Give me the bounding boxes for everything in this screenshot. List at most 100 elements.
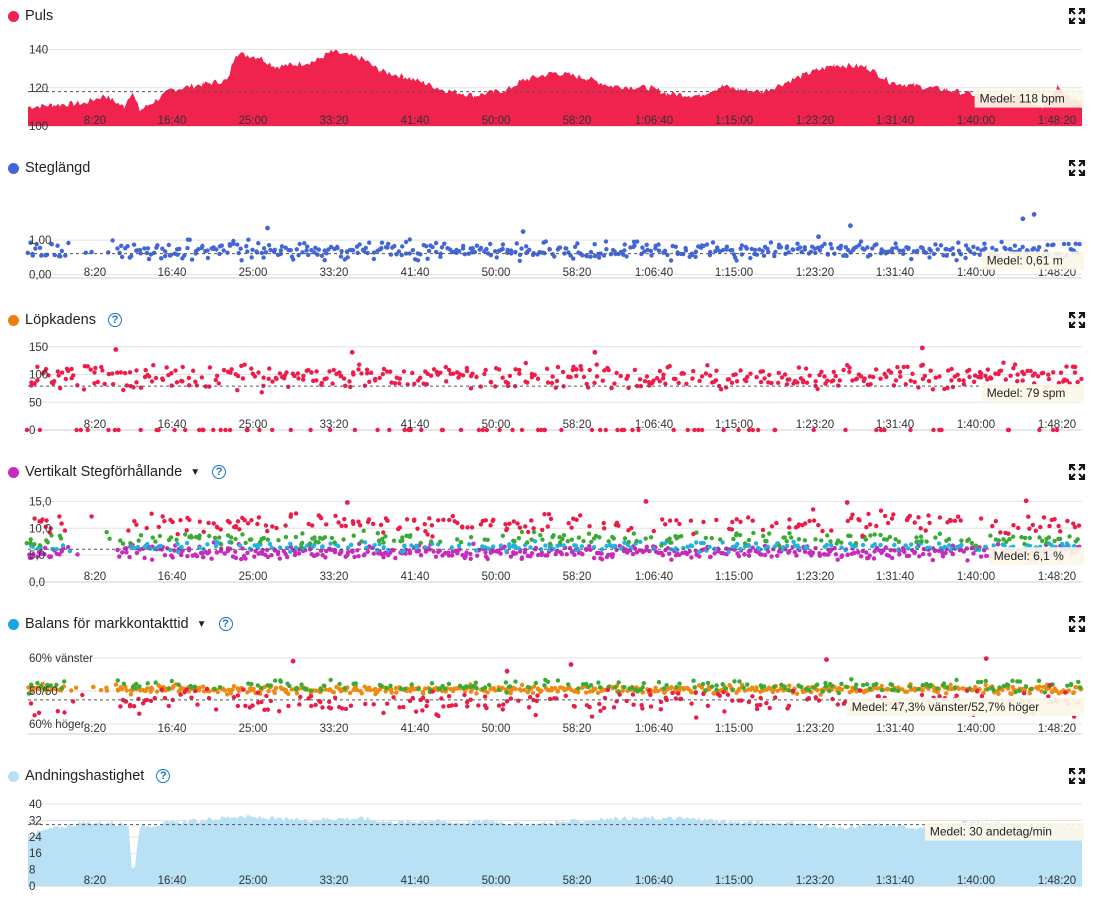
data-point bbox=[508, 248, 514, 253]
help-icon[interactable]: ? bbox=[156, 769, 171, 783]
data-point bbox=[544, 366, 550, 371]
data-point bbox=[137, 684, 142, 689]
data-point bbox=[750, 694, 755, 699]
data-point bbox=[61, 679, 67, 684]
data-point bbox=[159, 687, 165, 692]
data-point bbox=[1020, 216, 1026, 222]
help-icon[interactable]: ? bbox=[218, 617, 233, 631]
data-point bbox=[389, 690, 394, 695]
expand-icon[interactable] bbox=[1069, 312, 1085, 328]
data-point bbox=[935, 686, 940, 691]
cadence-panel: Löpkadens ? 150 100 50 0 8:20 16:40 25:00 33:20… bbox=[0, 304, 1093, 456]
data-point bbox=[127, 702, 133, 708]
data-point bbox=[504, 526, 510, 531]
data-point bbox=[611, 705, 617, 710]
data-point bbox=[408, 427, 413, 433]
data-point bbox=[57, 514, 62, 519]
data-point bbox=[640, 706, 645, 711]
data-point bbox=[324, 251, 329, 256]
x-tick-label: 25:00 bbox=[239, 115, 268, 127]
data-point bbox=[142, 246, 147, 251]
data-point bbox=[381, 540, 386, 545]
data-point bbox=[379, 246, 384, 251]
data-point bbox=[124, 546, 129, 551]
data-point bbox=[480, 427, 485, 433]
data-point bbox=[187, 383, 192, 388]
data-point bbox=[734, 531, 739, 536]
data-point bbox=[507, 521, 512, 526]
data-point bbox=[312, 535, 317, 540]
y-tick-label: 8 bbox=[29, 865, 35, 877]
data-point bbox=[613, 685, 618, 690]
data-point bbox=[233, 549, 238, 554]
data-point bbox=[820, 528, 825, 534]
x-tick-label: 1:06:40 bbox=[635, 723, 673, 735]
data-point bbox=[547, 696, 553, 702]
data-point bbox=[330, 381, 335, 386]
data-point bbox=[462, 692, 467, 698]
expand-icon[interactable] bbox=[1069, 160, 1085, 176]
data-point bbox=[187, 517, 192, 523]
data-point bbox=[300, 540, 305, 546]
data-point bbox=[51, 379, 57, 384]
data-point bbox=[194, 383, 199, 388]
data-point bbox=[866, 511, 871, 517]
data-point bbox=[667, 536, 672, 541]
average-label: Medel: 6,1 % bbox=[994, 549, 1064, 563]
data-point bbox=[66, 240, 71, 246]
data-point bbox=[912, 520, 917, 525]
data-point bbox=[46, 373, 51, 378]
data-point bbox=[955, 514, 961, 519]
data-point bbox=[1051, 242, 1056, 247]
data-point bbox=[676, 380, 681, 386]
data-point bbox=[393, 685, 399, 691]
data-point bbox=[529, 551, 535, 556]
data-point bbox=[767, 372, 772, 378]
dropdown-caret-icon[interactable]: ▼ bbox=[190, 466, 201, 478]
data-point bbox=[221, 367, 227, 373]
x-tick-label: 1:15:00 bbox=[715, 267, 753, 279]
data-point bbox=[150, 686, 155, 691]
data-point bbox=[178, 692, 183, 697]
data-point bbox=[569, 537, 574, 542]
data-point bbox=[115, 547, 120, 553]
expand-icon[interactable] bbox=[1069, 616, 1085, 632]
data-point bbox=[693, 690, 698, 695]
data-point bbox=[85, 427, 90, 433]
data-point bbox=[313, 245, 318, 250]
data-point bbox=[593, 533, 599, 539]
data-point bbox=[901, 251, 906, 256]
data-point bbox=[1006, 683, 1011, 688]
data-point bbox=[233, 555, 239, 561]
data-point bbox=[100, 368, 105, 373]
expand-icon[interactable] bbox=[1069, 768, 1085, 784]
data-point bbox=[286, 703, 291, 709]
data-point bbox=[104, 530, 109, 535]
data-point bbox=[848, 533, 853, 539]
data-point bbox=[998, 368, 1004, 373]
data-point bbox=[657, 368, 663, 374]
data-point bbox=[227, 427, 233, 433]
help-icon[interactable]: ? bbox=[212, 465, 227, 479]
data-point bbox=[697, 554, 702, 559]
data-point bbox=[323, 687, 328, 692]
data-point bbox=[357, 362, 362, 367]
expand-icon[interactable] bbox=[1069, 464, 1085, 480]
help-icon[interactable]: ? bbox=[107, 313, 122, 327]
data-point bbox=[278, 679, 283, 684]
breathing-rate-panel: Andningshastighet ? 40 32 24 16 8 0 8:20 16:40 2… bbox=[0, 760, 1093, 912]
data-point bbox=[145, 541, 150, 547]
data-point bbox=[905, 364, 910, 369]
data-point bbox=[394, 690, 399, 695]
data-point bbox=[696, 427, 701, 433]
dropdown-caret-icon[interactable]: ▼ bbox=[196, 618, 207, 630]
data-point bbox=[145, 246, 151, 251]
data-point bbox=[1038, 524, 1043, 530]
data-point bbox=[93, 365, 98, 371]
data-point bbox=[802, 538, 808, 543]
data-point bbox=[689, 555, 694, 560]
data-point bbox=[561, 533, 567, 538]
data-point bbox=[774, 520, 779, 526]
expand-icon[interactable] bbox=[1069, 8, 1085, 24]
data-point bbox=[739, 698, 744, 703]
